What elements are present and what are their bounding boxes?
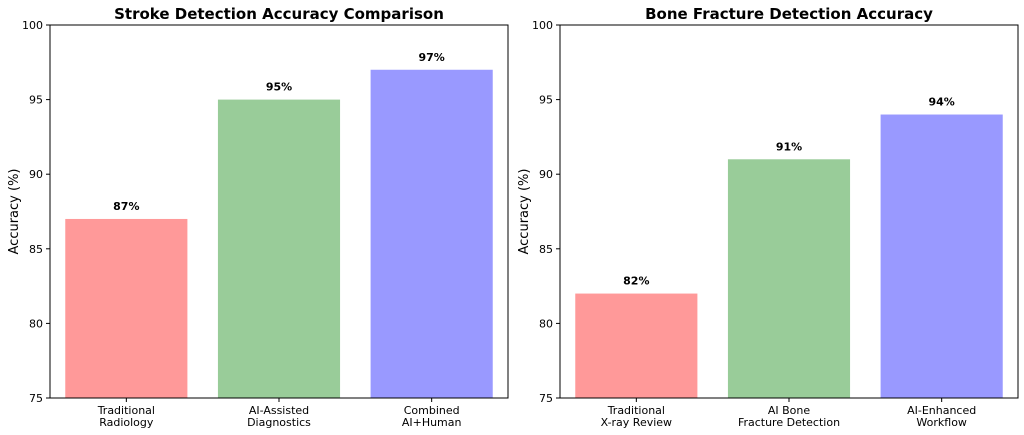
x-tick-label: Fracture Detection	[738, 416, 840, 429]
x-tick-label: Diagnostics	[247, 416, 311, 429]
x-tick-label: AI-Assisted	[249, 404, 309, 417]
y-tick-label: 80	[29, 317, 43, 330]
bar	[727, 159, 851, 398]
x-tick-label: Radiology	[99, 416, 154, 429]
bar	[880, 114, 1003, 399]
axes-frame	[49, 24, 509, 399]
y-tick-label: 95	[29, 94, 43, 107]
y-tick-label: 100	[22, 19, 43, 32]
data-label: 82%	[623, 275, 649, 288]
bar	[370, 69, 493, 398]
data-label: 97%	[418, 51, 444, 64]
data-label: 91%	[776, 140, 802, 153]
x-tick-label: Combined	[404, 404, 460, 417]
y-tick-label: 95	[539, 94, 553, 107]
bar	[217, 99, 341, 398]
y-tick-label: 85	[29, 243, 43, 256]
y-axis-label: Accuracy (%)	[7, 169, 22, 255]
x-tick-label: Traditional	[607, 404, 665, 417]
y-axis-label: Accuracy (%)	[517, 169, 532, 255]
bar	[65, 218, 188, 398]
x-tick-label: AI Bone	[768, 404, 811, 417]
x-tick-label: Workflow	[916, 416, 967, 429]
axes-frame	[559, 24, 1019, 399]
x-tick-label: AI-Enhanced	[907, 404, 976, 417]
y-tick-label: 75	[539, 392, 553, 405]
y-tick-label: 80	[539, 317, 553, 330]
y-tick-label: 75	[29, 392, 43, 405]
bar	[575, 293, 698, 398]
data-label: 87%	[113, 200, 139, 213]
x-tick-label: X-ray Review	[601, 416, 672, 429]
chart-title: Stroke Detection Accuracy Comparison	[114, 5, 444, 23]
data-label: 95%	[266, 81, 292, 94]
y-tick-label: 100	[532, 19, 553, 32]
x-tick-label: AI+Human	[402, 416, 462, 429]
y-tick-label: 85	[539, 243, 553, 256]
y-tick-label: 90	[29, 168, 43, 181]
y-tick-label: 90	[539, 168, 553, 181]
chart-title: Bone Fracture Detection Accuracy	[645, 5, 933, 23]
data-label: 94%	[928, 96, 954, 109]
x-tick-label: Traditional	[97, 404, 155, 417]
